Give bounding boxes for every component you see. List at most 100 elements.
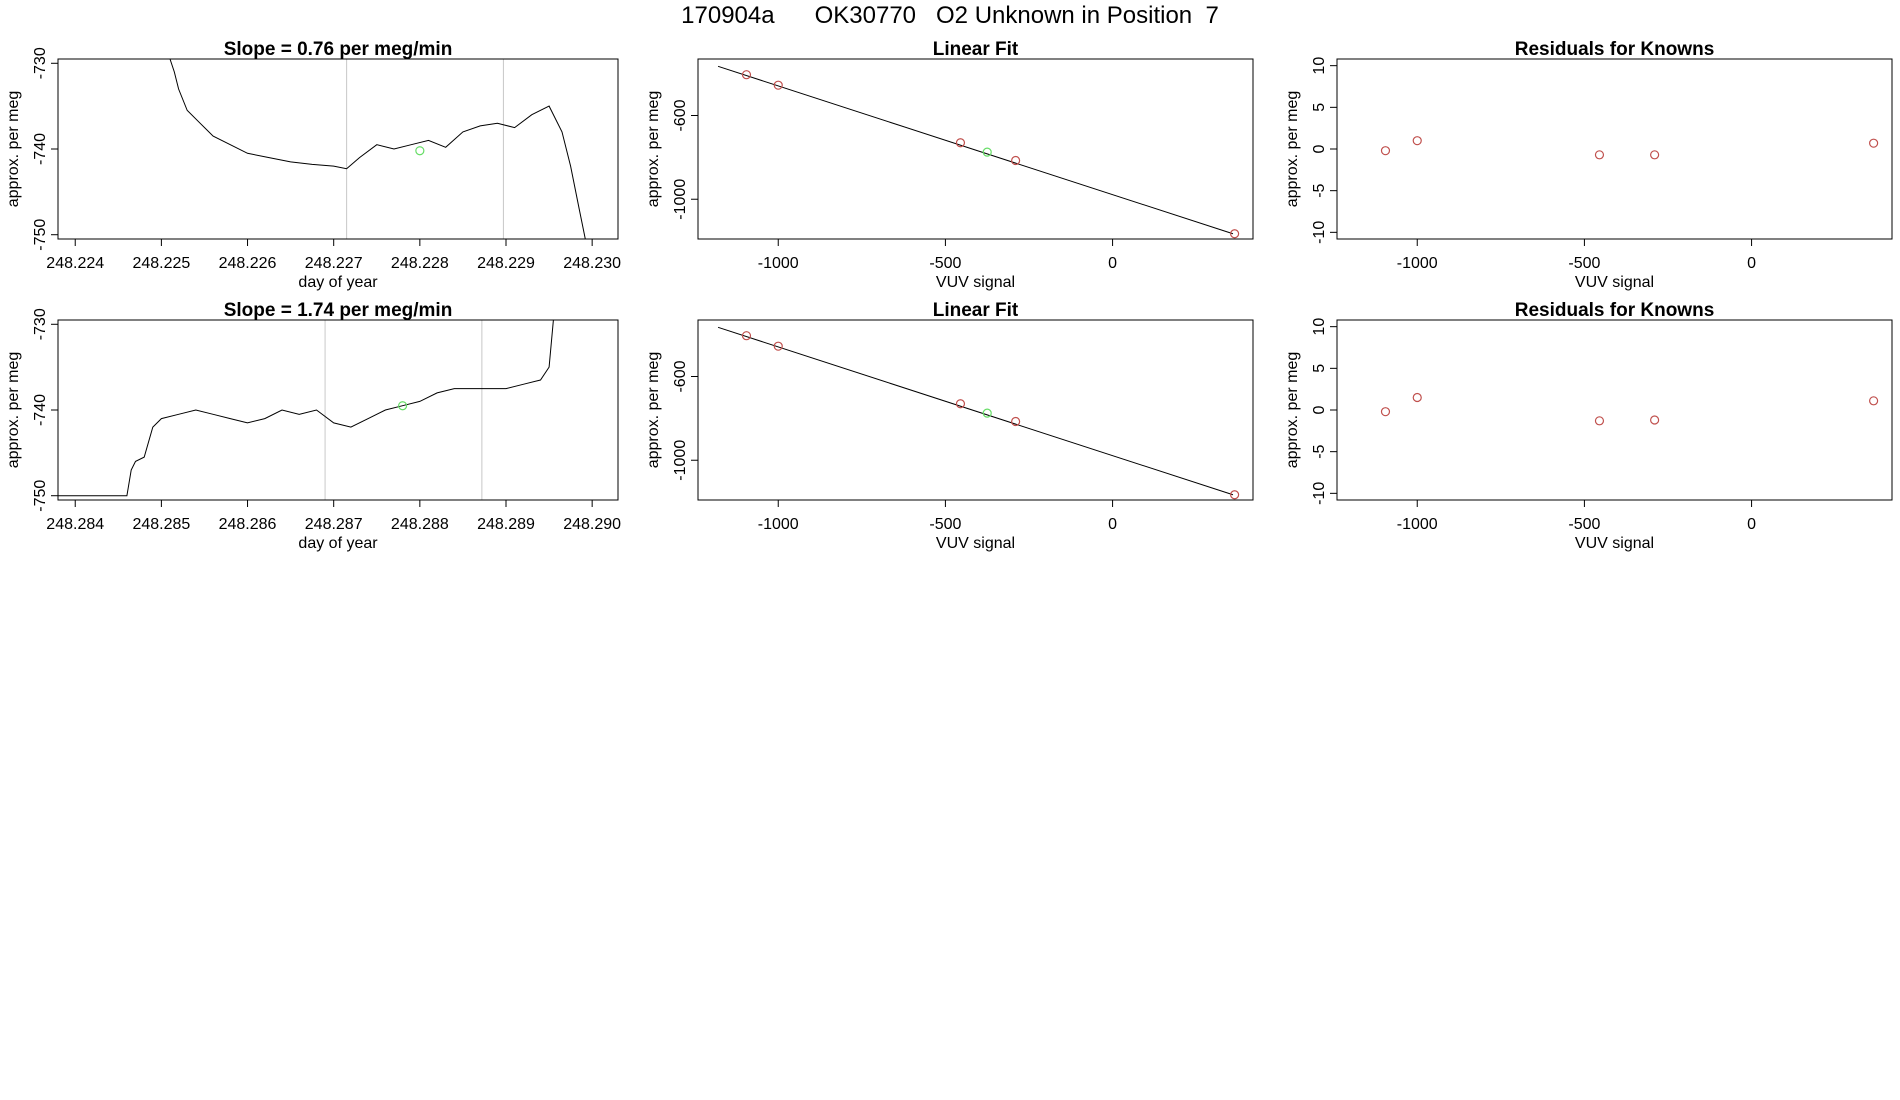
x-tick-label: -1000 [758, 516, 799, 533]
unknown-point [415, 146, 425, 156]
x-tick-label: 248.225 [132, 255, 190, 272]
y-tick-label: -730 [32, 308, 49, 340]
chart-title: Residuals for Knowns [1515, 300, 1715, 321]
unknown-point [982, 147, 992, 157]
y-axis-label: approx. per meg [1284, 352, 1301, 469]
x-tick-label: 248.226 [219, 255, 277, 272]
chart-title: Slope = 0.76 per meg/min [224, 39, 453, 60]
chart-title: Linear Fit [933, 300, 1019, 321]
y-tick-label: -740 [32, 133, 49, 165]
known-point [773, 341, 783, 351]
series-line [169, 59, 586, 239]
plot-frame [1336, 319, 1893, 501]
x-axis-label: VUV signal [1575, 535, 1654, 552]
fit-line [717, 65, 1234, 235]
x-tick-label: 248.284 [46, 516, 104, 533]
known-point [773, 80, 783, 90]
y-tick-label: 5 [1311, 364, 1328, 373]
x-tick-label: -1000 [758, 255, 799, 272]
x-axis-label: VUV signal [1575, 274, 1654, 291]
y-axis-label: approx. per meg [5, 91, 22, 208]
plot-frame [697, 58, 1254, 240]
known-point [955, 138, 966, 148]
chart-panel-6: -1000 -500 0 -10 -5 0 5 10 Residuals for Knowns V… [1284, 300, 1893, 552]
y-axis-label: approx. per meg [645, 91, 662, 208]
y-tick-label: -10 [1311, 482, 1328, 505]
x-axis-label: VUV signal [936, 274, 1015, 291]
known-point [1594, 416, 1605, 426]
y-tick-label: -5 [1311, 444, 1328, 458]
y-tick-label: -740 [32, 394, 49, 426]
chart-title: Residuals for Knowns [1515, 39, 1715, 60]
x-tick-label: 248.288 [391, 516, 449, 533]
known-point [1380, 407, 1391, 417]
x-tick-label: -1000 [1397, 516, 1438, 533]
x-tick-label: 0 [1108, 516, 1117, 533]
y-axis-label: approx. per meg [5, 352, 22, 469]
x-tick-label: 248.289 [477, 516, 535, 533]
y-axis-label: approx. per meg [1284, 91, 1301, 208]
x-tick-label: 248.224 [46, 255, 104, 272]
known-point [741, 70, 752, 80]
y-tick-label: -730 [32, 47, 49, 79]
x-tick-label: 248.229 [477, 255, 535, 272]
known-point [1650, 415, 1660, 425]
y-axis-label: approx. per meg [645, 352, 662, 469]
x-tick-label: 248.285 [132, 516, 190, 533]
plot-frame [1336, 58, 1893, 240]
chart-title: Slope = 1.74 per meg/min [224, 300, 453, 321]
chart-panel-4: 248.284 248.285 248.286 248.287 248.288 248.2… [5, 300, 621, 552]
plot-frame [57, 319, 619, 501]
y-tick-label: -750 [32, 219, 49, 251]
y-tick-label: 5 [1311, 103, 1328, 112]
x-tick-label: 248.286 [219, 516, 277, 533]
y-tick-label: -5 [1311, 183, 1328, 197]
y-tick-label: 0 [1311, 144, 1328, 153]
known-point [1869, 396, 1879, 406]
known-point [1011, 416, 1021, 427]
x-tick-label: -500 [1568, 255, 1600, 272]
x-tick-label: 248.230 [563, 255, 621, 272]
x-tick-label: -500 [929, 255, 961, 272]
y-tick-label: -1000 [672, 440, 689, 481]
plot-frame [697, 319, 1254, 501]
unknown-point [982, 408, 992, 418]
known-point [1380, 146, 1391, 156]
known-point [741, 331, 752, 341]
x-axis-label: day of year [298, 274, 378, 291]
series-line [58, 320, 554, 497]
x-axis-label: day of year [298, 535, 378, 552]
y-tick-label: 10 [1311, 57, 1328, 75]
unknown-point [398, 401, 408, 411]
fit-line [717, 326, 1234, 496]
chart-panel-3: -1000 -500 0 -10 -5 0 5 10 Residuals for Knowns V… [1284, 39, 1893, 291]
y-tick-label: -750 [32, 480, 49, 512]
known-point [1011, 155, 1021, 166]
plot-frame [57, 58, 619, 240]
x-tick-label: -1000 [1397, 255, 1438, 272]
x-tick-label: 248.227 [305, 255, 363, 272]
chart-title: Linear Fit [933, 39, 1019, 60]
x-axis-label: VUV signal [936, 535, 1015, 552]
x-tick-label: 248.290 [563, 516, 621, 533]
chart-panel-1: 248.224 248.225 248.226 248.227 248.228 248.2… [5, 39, 621, 291]
x-tick-label: 0 [1108, 255, 1117, 272]
y-tick-label: -600 [672, 99, 689, 131]
known-point [1230, 229, 1240, 239]
known-point [1869, 138, 1879, 148]
known-point [1594, 150, 1605, 160]
y-tick-label: -1000 [672, 179, 689, 220]
known-point [1230, 490, 1240, 500]
x-tick-label: 0 [1747, 255, 1756, 272]
page-title: 170904a OK30770 O2 Unknown in Position 7 [681, 2, 1219, 29]
chart-panel-5: -1000 -500 0 -1000 -600 Linear Fit VUV signal a… [645, 300, 1254, 552]
x-tick-label: -500 [1568, 516, 1600, 533]
known-point [1412, 136, 1422, 146]
x-tick-label: 248.287 [305, 516, 363, 533]
y-tick-label: -10 [1311, 221, 1328, 244]
known-point [1650, 150, 1660, 160]
y-tick-label: 0 [1311, 405, 1328, 414]
chart-panel-2: -1000 -500 0 -1000 -600 Linear Fit VUV signal a… [645, 39, 1254, 291]
x-tick-label: -500 [929, 516, 961, 533]
